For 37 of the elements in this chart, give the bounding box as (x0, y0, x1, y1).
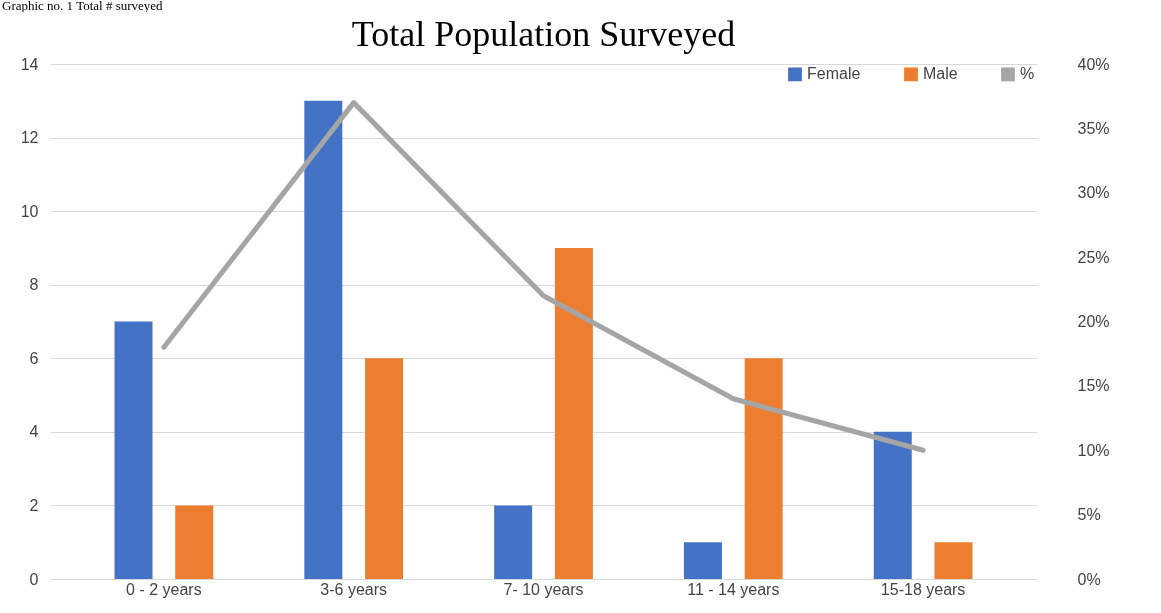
y2-tick-label: 0% (1077, 570, 1101, 588)
legend-label: Male (923, 65, 958, 83)
y-tick-label: 8 (29, 276, 39, 294)
y-tick-label: 14 (20, 55, 39, 73)
y2-tick-label: 30% (1077, 184, 1110, 202)
text: Graphic no. 1 Total # surveyed (2, 0, 164, 13)
y2-tick-label: 5% (1077, 506, 1101, 524)
legend-label: Female (807, 65, 861, 83)
y-tick-label: 4 (29, 423, 39, 441)
bar (934, 542, 973, 579)
bar (494, 505, 533, 579)
y2-tick-label: 15% (1077, 377, 1110, 395)
y2-tick-label: 35% (1077, 119, 1110, 137)
bar (175, 505, 214, 579)
x-tick-label: 11 - 14 years (687, 580, 780, 598)
bar (365, 358, 404, 579)
bar (114, 321, 153, 579)
legend-label: % (1020, 65, 1035, 83)
y2-tick-label: 25% (1077, 248, 1110, 266)
y2-tick-label: 10% (1077, 441, 1110, 459)
x-tick-label: 0 - 2 years (126, 580, 202, 598)
y-tick-label: 10 (20, 202, 39, 220)
x-tick-label: 3-6 years (320, 580, 388, 598)
bar (683, 542, 722, 579)
bar (304, 100, 343, 579)
bar (744, 358, 783, 579)
y-tick-label: 12 (20, 129, 39, 147)
x-tick-label: 7- 10 years (503, 580, 584, 598)
y2-tick-label: 20% (1077, 313, 1110, 330)
y-tick-label: 6 (29, 349, 39, 367)
chart-title: Total Population Surveyed (351, 14, 736, 54)
y-tick-label: 2 (29, 496, 39, 514)
y2-tick-label: 40% (1077, 55, 1110, 73)
y-tick-label: 0 (29, 570, 39, 588)
bar (554, 247, 593, 579)
x-tick-label: 15-18 years (880, 580, 966, 598)
bar (873, 431, 912, 579)
